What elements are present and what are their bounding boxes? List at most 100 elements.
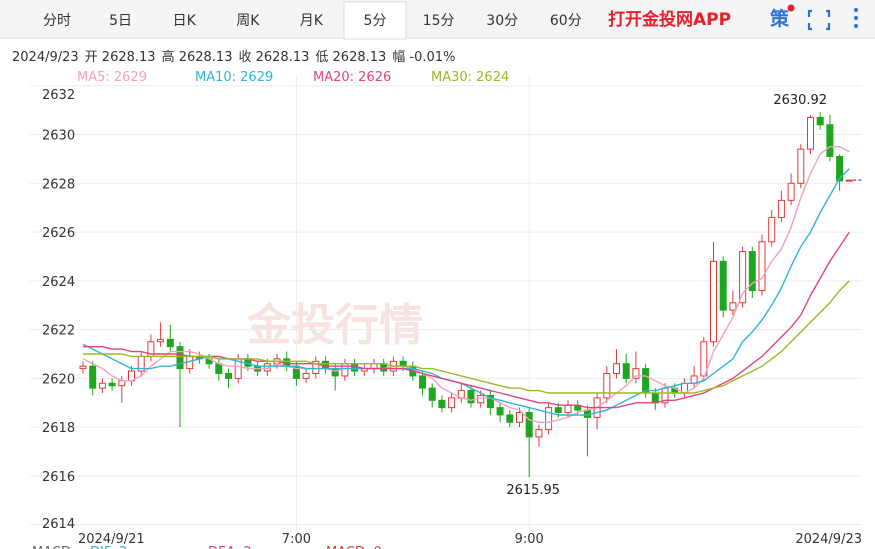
- x-tick-label: 2024/9/23: [795, 532, 862, 547]
- candle-body: [312, 360, 320, 374]
- candle-body: [632, 368, 640, 379]
- candle-body: [225, 372, 232, 379]
- candle-body: [399, 360, 407, 367]
- more-icon[interactable]: [854, 8, 858, 28]
- candle-body: [496, 407, 504, 416]
- candle-body: [166, 338, 174, 348]
- candle-body: [816, 116, 824, 126]
- header-field: 低 2628.13: [315, 50, 386, 65]
- y-tick-label: 2632: [42, 88, 75, 103]
- candle-body: [438, 399, 446, 409]
- tab[interactable]: 15分: [423, 13, 455, 29]
- y-tick-label: 2620: [42, 372, 75, 387]
- y-tick-label: 2630: [42, 129, 75, 144]
- y-tick-label: 2618: [42, 421, 75, 436]
- tab[interactable]: 30分: [486, 13, 518, 29]
- tab[interactable]: 分时: [43, 13, 71, 29]
- candle-body: [777, 199, 785, 218]
- annotation: 2630.92: [773, 93, 827, 108]
- tab[interactable]: 月K: [300, 13, 324, 29]
- header-field: 开 2628.13: [85, 50, 156, 65]
- header-field: 收 2628.13: [238, 50, 309, 65]
- header-field: 2024/9/23: [12, 50, 79, 65]
- candle-body: [787, 182, 795, 201]
- candle-body: [554, 407, 562, 414]
- candle-body: [564, 404, 572, 414]
- candle-body: [758, 241, 766, 292]
- candle-body: [89, 365, 97, 389]
- candle-body: [768, 216, 776, 243]
- candle-body: [700, 341, 708, 377]
- candle-body: [98, 382, 106, 389]
- strategy-icon[interactable]: 策: [770, 7, 790, 30]
- candle-body: [215, 363, 223, 374]
- candle-body: [836, 155, 844, 182]
- candle-body: [710, 260, 717, 343]
- candle-body: [428, 387, 436, 401]
- macd-label: MACD: 0: [326, 545, 382, 549]
- candle-body: [370, 363, 378, 370]
- candle-body: [603, 372, 611, 399]
- legend-entry: MA20: 2626: [313, 70, 391, 85]
- candle-body: [506, 414, 514, 423]
- candle-body: [118, 380, 126, 387]
- legend-entry: MA30: 2624: [431, 70, 509, 85]
- candle-body: [651, 392, 659, 404]
- y-tick-label: 2622: [42, 324, 75, 339]
- macd-label: DEA: 2: [208, 545, 252, 549]
- tab[interactable]: 周K: [236, 13, 260, 29]
- tab[interactable]: 5分: [364, 13, 387, 29]
- candle-body: [797, 148, 805, 184]
- candle-body: [748, 251, 756, 292]
- candle-body: [525, 412, 533, 438]
- candle-body: [302, 372, 310, 379]
- candle-body: [331, 368, 339, 377]
- candle-body: [719, 260, 727, 311]
- y-tick-label: 2614: [42, 517, 75, 532]
- app-link[interactable]: 打开金投网APP: [608, 9, 731, 30]
- ohlc-header: 2024/9/23 开 2628.13 高 2628.13 收 2628.13 低 26…: [12, 49, 455, 65]
- candle-body: [622, 363, 630, 379]
- tab[interactable]: 60分: [550, 13, 582, 29]
- candle-body: [739, 251, 747, 304]
- y-tick-label: 2628: [42, 177, 75, 192]
- candle-body: [516, 412, 523, 423]
- x-tick-label: 9:00: [515, 532, 544, 547]
- candle-body: [419, 375, 426, 389]
- legend-entry: MA5: 2629: [77, 70, 147, 85]
- candle-body: [467, 390, 475, 404]
- ma-line: [83, 231, 850, 409]
- active-tab: [343, 1, 407, 40]
- candle-body: [448, 397, 456, 409]
- candle-body: [535, 429, 543, 438]
- candle-body: [642, 368, 650, 394]
- y-tick-label: 2626: [42, 226, 75, 241]
- x-tick-label: 2024/9/21: [78, 532, 145, 547]
- watermark: 金投行情: [246, 300, 423, 351]
- candle-body: [79, 365, 87, 370]
- legend-entry: MA10: 2629: [195, 70, 273, 85]
- header-field: 幅 -0.01%: [392, 50, 455, 65]
- candle-body: [613, 363, 620, 374]
- annotation: 2615.95: [506, 483, 560, 498]
- y-tick-label: 2616: [42, 470, 75, 485]
- y-tick-label: 2624: [42, 275, 75, 290]
- candle-body: [729, 302, 737, 311]
- macd-label: MACD: [32, 545, 71, 549]
- candle-body: [486, 394, 494, 409]
- tab[interactable]: 5日: [109, 13, 132, 29]
- fullscreen-icon[interactable]: [807, 9, 831, 31]
- badge: [787, 4, 795, 12]
- ma-line: [83, 280, 850, 394]
- header-field: 高 2628.13: [162, 49, 233, 65]
- tab[interactable]: 日K: [173, 13, 197, 29]
- candle-body: [176, 346, 184, 370]
- candle-body: [545, 407, 553, 431]
- x-tick-label: 7:00: [282, 532, 311, 547]
- candle-body: [845, 179, 853, 182]
- toolbar: [0, 0, 875, 38]
- ma-line: [82, 146, 850, 423]
- candle-body: [807, 116, 814, 150]
